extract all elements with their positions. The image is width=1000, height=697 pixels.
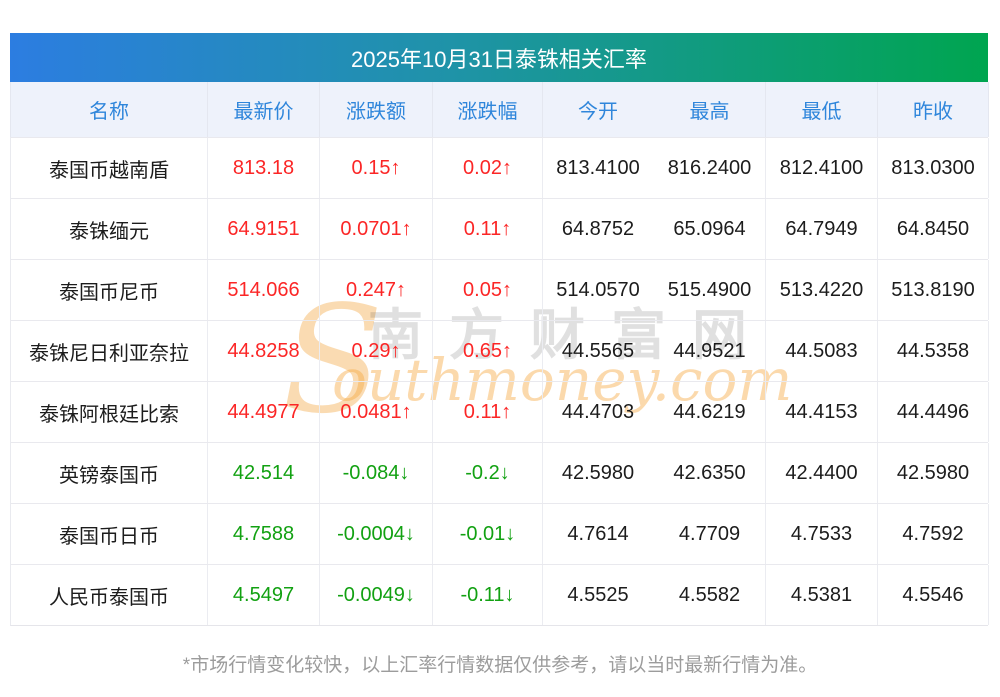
column-header-prev-close: 昨收 [878, 82, 989, 137]
cell-low: 64.7949 [766, 199, 878, 259]
cell-open: 64.8752 [561, 217, 635, 240]
cell-high: 515.4900 [654, 260, 766, 320]
cell-last-price: 514.066 [208, 260, 320, 320]
cell-name: 泰国币日币 [11, 504, 208, 564]
cell-name: 人民币泰国币 [11, 565, 208, 625]
cell-change-pct: -0.11↓ [433, 565, 543, 625]
column-header-last-price: 最新价 [208, 82, 320, 137]
table-row: 泰铢尼日利亚奈拉 44.8258 0.29↑ 0.65↑ 44.5565 44.9521 4… [11, 320, 989, 381]
cell-name: 泰国币尼币 [11, 260, 208, 320]
cell-prev-close: 513.8190 [878, 260, 989, 320]
cell-high: 65.0964 [654, 199, 766, 259]
cell-prev-close: 813.0300 [878, 138, 989, 198]
cell-high: 44.9521 [654, 321, 766, 381]
table-row: 泰国币日币 4.7588 -0.0004↓ -0.01↓ 4.7614 4.7709 4.7… [11, 503, 989, 564]
cell-name: 泰国币越南盾 [11, 138, 208, 198]
cell-low: 812.4100 [766, 138, 878, 198]
column-header-name: 名称 [11, 82, 208, 137]
cell-change-amount: -0.0004↓ [320, 504, 433, 564]
table-row: 泰铢缅元 64.9151 0.0701↑ 0.11↑ 64.8752 65.0964 64.… [11, 198, 989, 259]
cell-open: 4.5525 [567, 583, 629, 606]
table-row: 英镑泰国币 42.514 -0.084↓ -0.2↓ 42.5980 42.6350 42.… [11, 442, 989, 503]
cell-change-pct: 0.65↑ [433, 321, 543, 381]
cell-change-amount: 0.0701↑ [320, 199, 433, 259]
column-header-change-pct: 涨跌幅 [433, 82, 543, 137]
cell-change-pct: 0.11↑ [433, 382, 543, 442]
cell-prev-close: 42.5980 [878, 443, 989, 503]
cell-prev-close: 44.5358 [878, 321, 989, 381]
cell-low: 4.7533 [766, 504, 878, 564]
table-header-row: 名称 最新价 涨跌额 涨跌幅 今开 最高 最低 昨收 [10, 82, 989, 137]
cell-open: 44.4703 [561, 400, 635, 423]
table-row: 人民币泰国币 4.5497 -0.0049↓ -0.11↓ 4.5525 4.5582 4.… [11, 564, 989, 625]
table-title: 2025年10月31日泰铢相关汇率 [351, 46, 647, 72]
column-header-change-amount: 涨跌额 [320, 82, 433, 137]
cell-name: 英镑泰国币 [11, 443, 208, 503]
cell-last-price: 44.4977 [208, 382, 320, 442]
cell-last-price: 44.8258 [208, 321, 320, 381]
table-row: 泰国币越南盾 813.18 0.15↑ 0.02↑ 813.4100 816.2400 81… [11, 137, 989, 198]
cell-low: 4.5381 [766, 565, 878, 625]
cell-change-pct: -0.2↓ [433, 443, 543, 503]
cell-prev-close: 44.4496 [878, 382, 989, 442]
cell-open: 514.0570 [556, 278, 640, 301]
cell-name: 泰铢缅元 [11, 199, 208, 259]
cell-open: 813.4100 [556, 156, 640, 179]
cell-change-amount: 0.247↑ [320, 260, 433, 320]
cell-change-amount: 0.29↑ [320, 321, 433, 381]
column-header-open: 今开 [578, 101, 618, 123]
exchange-rate-table: 2025年10月31日泰铢相关汇率 名称 最新价 涨跌额 涨跌幅 今开 最高 最… [10, 33, 989, 626]
cell-change-pct: 0.11↑ [433, 199, 543, 259]
column-header-low: 最低 [766, 82, 878, 137]
cell-change-amount: 0.0481↑ [320, 382, 433, 442]
cell-change-amount: 0.15↑ [320, 138, 433, 198]
cell-prev-close: 64.8450 [878, 199, 989, 259]
cell-low: 513.4220 [766, 260, 878, 320]
column-header-high: 最高 [654, 82, 766, 137]
cell-change-amount: -0.0049↓ [320, 565, 433, 625]
cell-prev-close: 4.5546 [878, 565, 989, 625]
cell-last-price: 813.18 [208, 138, 320, 198]
cell-change-pct: -0.01↓ [433, 504, 543, 564]
cell-prev-close: 4.7592 [878, 504, 989, 564]
cell-change-amount: -0.084↓ [320, 443, 433, 503]
cell-high: 4.5582 [654, 565, 766, 625]
cell-open: 44.5565 [561, 339, 635, 362]
cell-low: 44.5083 [766, 321, 878, 381]
cell-name: 泰铢阿根廷比索 [11, 382, 208, 442]
cell-open: 4.7614 [567, 522, 629, 545]
table-row: 泰铢阿根廷比索 44.4977 0.0481↑ 0.11↑ 44.4703 44.6219… [11, 381, 989, 442]
cell-high: 816.2400 [654, 138, 766, 198]
cell-low: 42.4400 [766, 443, 878, 503]
cell-open: 42.5980 [561, 461, 635, 484]
table-row: 泰国币尼币 514.066 0.247↑ 0.05↑ 514.0570 515.4900 5… [11, 259, 989, 320]
disclaimer-note: *市场行情变化较快，以上汇率行情数据仅供参考，请以当时最新行情为准。 [182, 655, 818, 676]
cell-change-pct: 0.02↑ [433, 138, 543, 198]
table-body: 泰国币越南盾 813.18 0.15↑ 0.02↑ 813.4100 816.2400 81… [10, 137, 989, 626]
cell-last-price: 4.7588 [208, 504, 320, 564]
cell-last-price: 42.514 [208, 443, 320, 503]
cell-change-pct: 0.05↑ [433, 260, 543, 320]
cell-high: 44.6219 [654, 382, 766, 442]
cell-last-price: 64.9151 [208, 199, 320, 259]
table-title-bar: 2025年10月31日泰铢相关汇率 [10, 33, 988, 82]
cell-name: 泰铢尼日利亚奈拉 [11, 321, 208, 381]
cell-high: 4.7709 [654, 504, 766, 564]
cell-last-price: 4.5497 [208, 565, 320, 625]
cell-low: 44.4153 [766, 382, 878, 442]
cell-high: 42.6350 [654, 443, 766, 503]
